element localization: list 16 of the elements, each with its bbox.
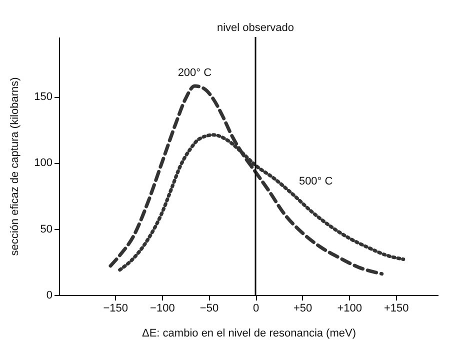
x-tick-label: 0 — [252, 302, 260, 314]
series-label: 200° C — [178, 66, 212, 79]
y-tick-label: 50 — [40, 223, 52, 236]
x-tick-label: +100 — [337, 302, 362, 314]
y-tick-label: 0 — [46, 290, 52, 302]
x-tick-label: +150 — [384, 302, 409, 314]
x-axis-title: ΔE: cambio en el nivel de resonancia (meV) — [142, 328, 356, 340]
x-tick-label: −150 — [103, 302, 128, 314]
ref-line-label: nivel observado — [216, 22, 294, 34]
x-tick-label: +50 — [293, 302, 312, 314]
x-tick-label: −50 — [200, 302, 219, 314]
series-label: 500° C — [298, 175, 333, 188]
y-tick-label: 150 — [34, 91, 52, 104]
y-axis-title: sección eficaz de captura (kilobarns) — [9, 77, 22, 256]
x-tick-label: −100 — [150, 302, 175, 314]
y-tick-label: 100 — [34, 157, 52, 170]
